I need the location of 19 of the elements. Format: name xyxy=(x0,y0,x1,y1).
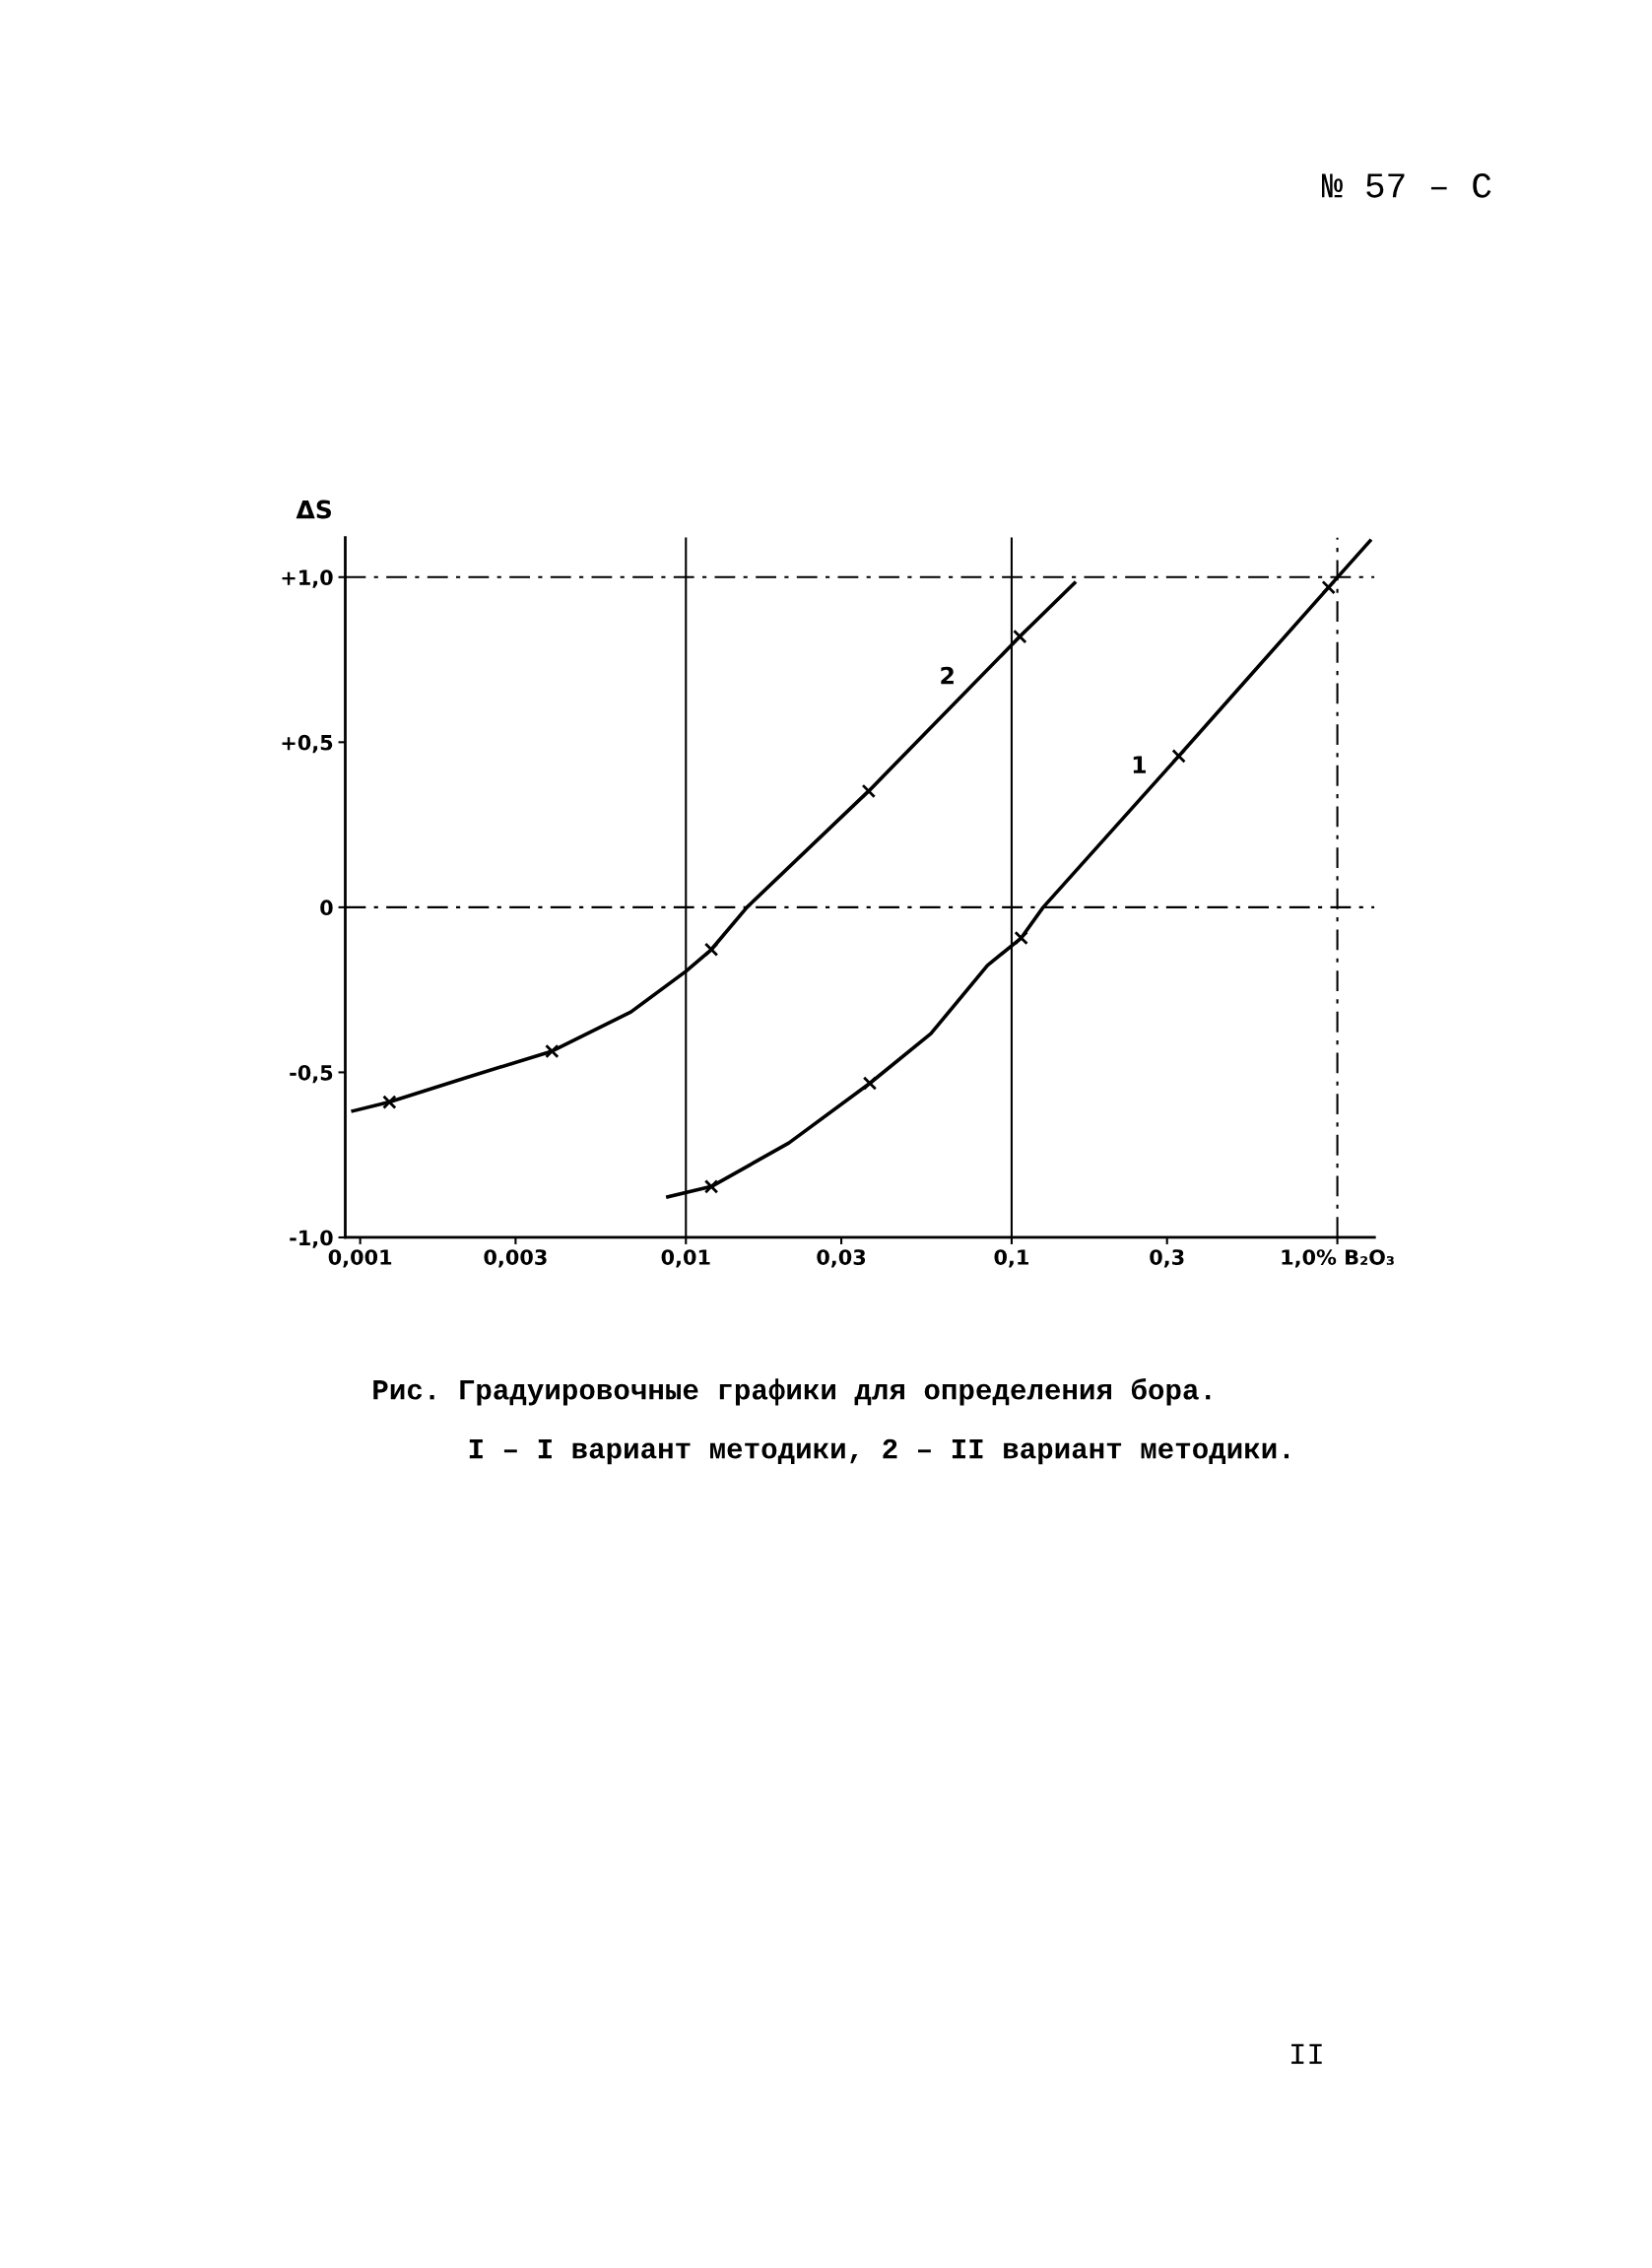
x-tick-label: 0,01 xyxy=(661,1249,710,1268)
x-tick-label: 0,001 xyxy=(328,1249,392,1268)
text: № 57 – С xyxy=(1321,173,1491,198)
text: Рис. Градуировочные графики для определения бора. xyxy=(373,1377,1211,1406)
y-axis-title: ΔS xyxy=(296,500,331,519)
x-tick-label: 0,1 xyxy=(994,1249,1028,1268)
text: I – I вариант методики, 2 – II вариант методики. xyxy=(469,1438,1289,1465)
y-tick-label: 0 xyxy=(320,900,333,916)
x-tick-label: 0,03 xyxy=(817,1249,866,1268)
y-tick-label: +0,5 xyxy=(282,734,333,754)
x-tick-label: 0,3 xyxy=(1150,1249,1184,1268)
y-tick-label: -1,0 xyxy=(290,1230,333,1248)
text: II xyxy=(1291,2043,1322,2064)
y-tick-label: -0,5 xyxy=(290,1064,333,1084)
x-tick-label: 1,0% B₂O₃ xyxy=(1282,1249,1394,1268)
x-tick-label: 0,003 xyxy=(484,1249,547,1268)
annotation: 2 xyxy=(941,666,954,685)
y-tick-label: +1,0 xyxy=(282,569,333,588)
annotation: 1 xyxy=(1133,756,1146,773)
